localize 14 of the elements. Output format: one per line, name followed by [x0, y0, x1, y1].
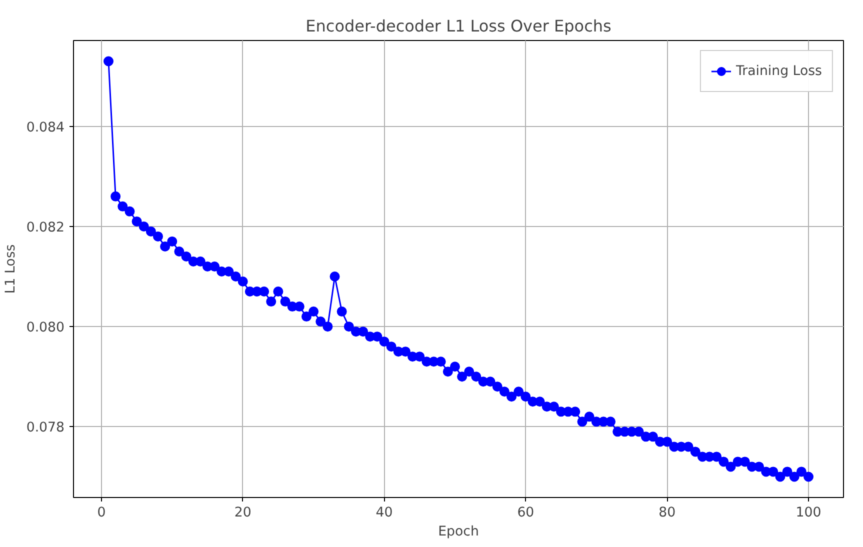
x-axis-title: Epoch — [438, 524, 479, 540]
x-tick-label: 80 — [658, 506, 676, 520]
y-tick-label: 0.084 — [26, 120, 64, 136]
x-tick-label: 20 — [234, 506, 252, 520]
chart-title: Encoder-decoder L1 Loss Over Epochs — [306, 16, 612, 36]
legend-label: Training Loss — [736, 64, 822, 78]
y-axis-title: L1 Loss — [3, 244, 18, 294]
y-tick-label: 0.082 — [26, 220, 64, 236]
x-tick-label: 60 — [517, 506, 534, 520]
x-tick-label: 100 — [796, 506, 822, 520]
y-tick-label: 0.078 — [26, 420, 64, 436]
x-tick-label: 40 — [376, 506, 393, 520]
x-tick-label: 0 — [97, 506, 106, 520]
y-tick-label: 0.080 — [26, 320, 64, 336]
